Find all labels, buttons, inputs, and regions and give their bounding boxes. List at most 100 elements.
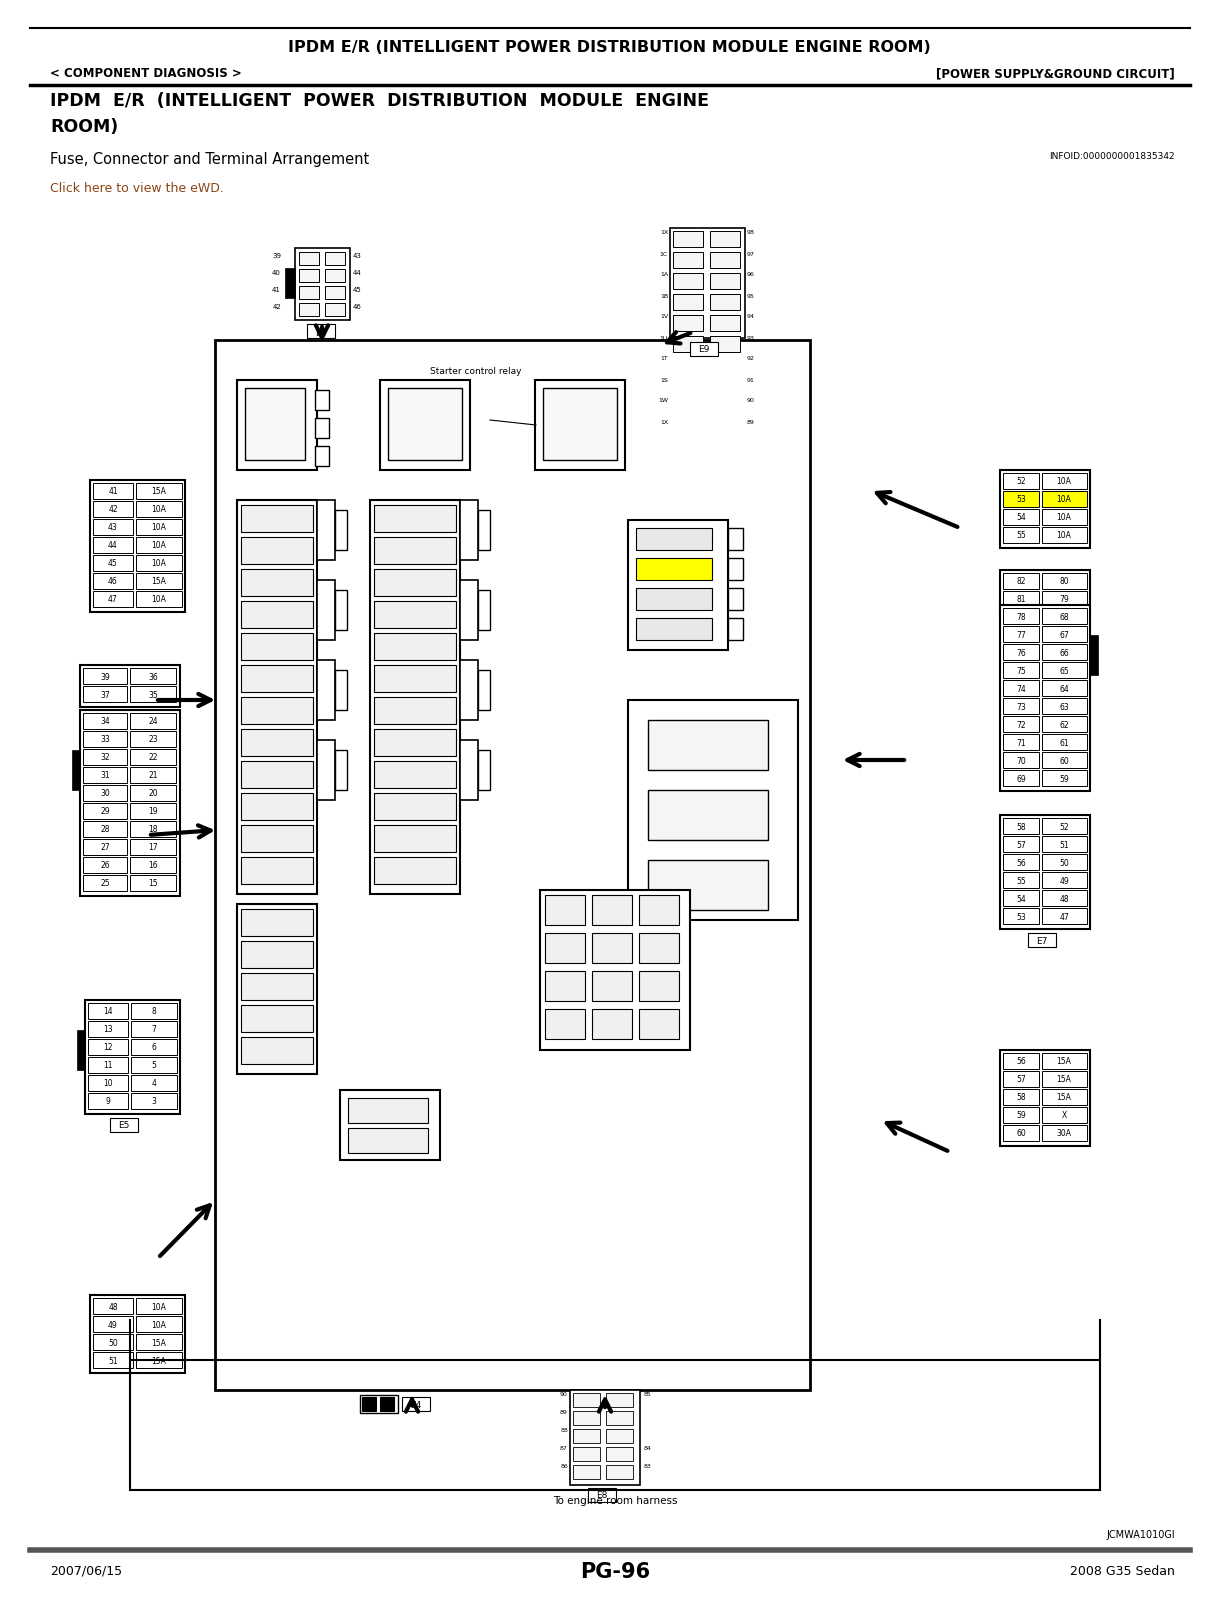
Bar (72, 750, 80, 790)
Text: 64: 64 (1059, 685, 1069, 693)
Bar (241, 761, 313, 789)
Text: 15A: 15A (151, 487, 167, 497)
Bar (360, 1396, 397, 1414)
Text: 22: 22 (149, 753, 157, 763)
Bar (285, 268, 295, 299)
Bar (592, 971, 631, 1001)
Bar (545, 971, 585, 1001)
Text: 85: 85 (644, 1393, 652, 1397)
Bar (83, 768, 127, 782)
Bar (325, 304, 345, 316)
Text: 10A: 10A (151, 524, 167, 532)
Text: 58: 58 (1017, 1094, 1026, 1102)
Bar (83, 875, 127, 891)
Text: PG-96: PG-96 (580, 1561, 650, 1582)
Bar (130, 875, 176, 891)
Text: 62: 62 (1059, 721, 1069, 729)
Text: 1U: 1U (659, 336, 668, 341)
Text: 58: 58 (1017, 823, 1026, 831)
Bar (83, 748, 127, 764)
Bar (130, 748, 176, 764)
Text: 53: 53 (1017, 912, 1026, 922)
Text: 6: 6 (151, 1044, 156, 1052)
Bar (1003, 492, 1039, 506)
Bar (315, 446, 329, 466)
Bar (673, 294, 703, 310)
Bar (241, 570, 313, 596)
Bar (1042, 854, 1087, 870)
Text: 15A: 15A (151, 1357, 167, 1365)
Bar (1003, 1107, 1039, 1123)
Text: 84: 84 (644, 1446, 652, 1451)
Text: 15A: 15A (151, 578, 167, 586)
Bar (93, 555, 133, 571)
Text: 1X: 1X (659, 230, 668, 235)
Bar (130, 768, 176, 782)
Text: 10A: 10A (151, 505, 167, 514)
Bar (317, 740, 335, 800)
Bar (1042, 510, 1087, 524)
Bar (592, 933, 631, 962)
Bar (628, 700, 798, 920)
Bar (130, 803, 176, 820)
Text: 39: 39 (100, 672, 110, 682)
Bar (673, 336, 703, 352)
Bar (1000, 815, 1090, 928)
Text: 28: 28 (100, 826, 110, 834)
Bar (299, 304, 319, 316)
Bar (374, 857, 456, 885)
Text: 63: 63 (1059, 703, 1069, 711)
Text: 98: 98 (747, 230, 755, 235)
Text: 80: 80 (1059, 578, 1069, 586)
Text: 23: 23 (149, 735, 157, 745)
Bar (1028, 933, 1056, 946)
Bar (460, 661, 478, 721)
Bar (130, 712, 176, 729)
Text: 10A: 10A (1057, 495, 1072, 505)
Bar (130, 857, 176, 873)
Text: 67: 67 (1059, 630, 1069, 639)
Text: 78: 78 (1017, 612, 1026, 622)
Text: 89: 89 (560, 1410, 568, 1415)
Bar (241, 665, 313, 691)
Bar (1042, 716, 1087, 732)
Bar (88, 1003, 128, 1019)
Text: E5: E5 (118, 1121, 129, 1131)
Bar (535, 380, 625, 471)
Bar (241, 1005, 313, 1032)
Bar (317, 500, 335, 560)
Bar (1042, 472, 1087, 489)
Bar (639, 971, 679, 1001)
Text: 15A: 15A (1057, 1094, 1072, 1102)
Text: 95: 95 (747, 294, 755, 299)
Text: JCMWA1010Gl: JCMWA1010Gl (1107, 1530, 1175, 1540)
Bar (83, 730, 127, 747)
Bar (236, 904, 317, 1074)
Bar (1042, 1053, 1087, 1070)
Text: 35: 35 (149, 690, 158, 700)
Text: 73: 73 (1017, 703, 1026, 711)
Bar (374, 729, 456, 756)
Bar (1042, 907, 1087, 923)
Bar (130, 786, 176, 802)
Bar (1042, 1107, 1087, 1123)
Bar (1042, 1089, 1087, 1105)
Text: 15: 15 (149, 880, 157, 888)
Text: 10A: 10A (151, 1303, 167, 1311)
Bar (1003, 1125, 1039, 1141)
Bar (340, 1091, 440, 1160)
Text: 48: 48 (108, 1303, 118, 1311)
Text: 47: 47 (1059, 912, 1069, 922)
Bar (1042, 626, 1087, 643)
Bar (130, 1074, 177, 1091)
Bar (88, 1057, 128, 1073)
Text: 60: 60 (1059, 756, 1069, 766)
Bar (690, 342, 718, 355)
Bar (137, 484, 182, 498)
Bar (709, 273, 740, 289)
Text: 13: 13 (104, 1026, 113, 1034)
Text: 46: 46 (108, 578, 118, 586)
Bar (77, 1031, 85, 1070)
Text: 66: 66 (1059, 649, 1069, 657)
Bar (85, 1000, 180, 1113)
